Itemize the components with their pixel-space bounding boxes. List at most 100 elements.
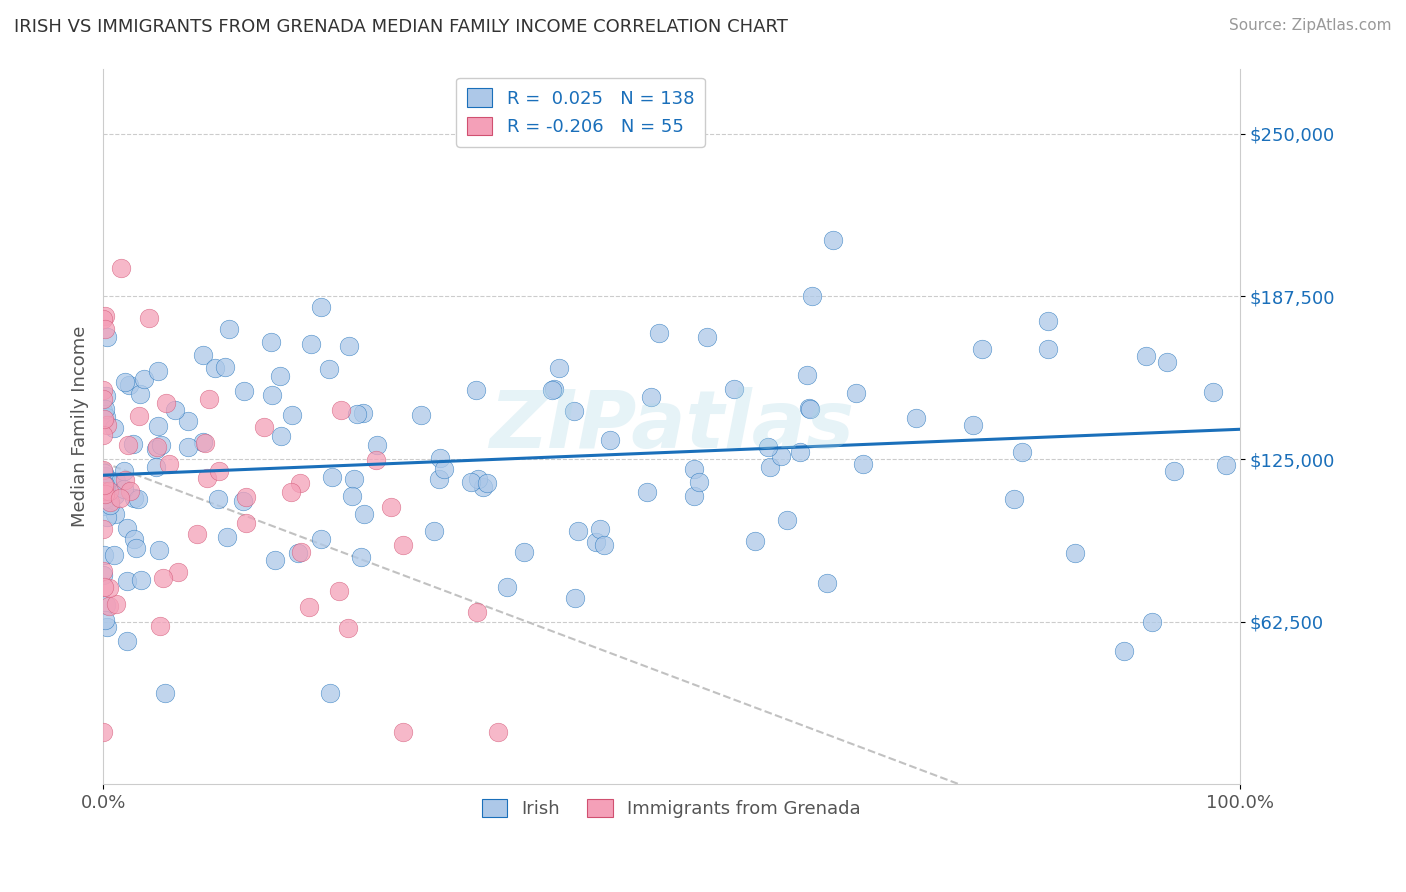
Point [460, 475, 482, 489]
Point [789, 445, 811, 459]
Point [288, 476, 311, 491]
Point [269, 369, 291, 384]
Point [91, 410, 114, 425]
Point [801, 289, 824, 303]
Point [759, 460, 782, 475]
Point [547, 361, 569, 376]
Point [1036, 342, 1059, 356]
Point [353, 507, 375, 521]
Point [112, 464, 135, 478]
Point [319, 686, 342, 700]
Point [93, 483, 115, 498]
Point [1063, 546, 1085, 560]
Point [321, 469, 343, 483]
Point [110, 261, 132, 276]
Point [96, 418, 118, 433]
Point [194, 436, 217, 450]
Point [148, 364, 170, 378]
Point [337, 339, 360, 353]
Point [91, 567, 114, 582]
Point [260, 335, 283, 350]
Point [1038, 314, 1060, 328]
Point [464, 383, 486, 397]
Point [150, 438, 173, 452]
Point [636, 485, 658, 500]
Point [96, 620, 118, 634]
Point [155, 396, 177, 410]
Text: Source: ZipAtlas.com: Source: ZipAtlas.com [1229, 18, 1392, 33]
Point [115, 521, 138, 535]
Point [1002, 491, 1025, 506]
Legend: Irish, Immigrants from Grenada: Irish, Immigrants from Grenada [475, 792, 868, 825]
Point [309, 301, 332, 315]
Point [204, 361, 226, 376]
Point [114, 376, 136, 390]
Point [744, 534, 766, 549]
Point [91, 404, 114, 418]
Point [91, 427, 114, 442]
Point [346, 407, 368, 421]
Point [112, 482, 135, 496]
Point [93, 580, 115, 594]
Point [366, 438, 388, 452]
Point [287, 545, 309, 559]
Point [91, 383, 114, 397]
Point [146, 418, 169, 433]
Point [91, 462, 114, 476]
Point [380, 500, 402, 515]
Point [564, 591, 586, 606]
Point [688, 475, 710, 490]
Point [177, 414, 200, 428]
Point [845, 386, 868, 401]
Point [157, 457, 180, 471]
Point [309, 532, 332, 546]
Point [96, 389, 118, 403]
Point [96, 409, 118, 424]
Point [127, 491, 149, 506]
Point [299, 337, 322, 351]
Point [337, 621, 360, 635]
Point [146, 441, 169, 455]
Point [290, 545, 312, 559]
Point [592, 538, 614, 552]
Point [145, 442, 167, 456]
Point [93, 466, 115, 480]
Point [104, 507, 127, 521]
Point [96, 509, 118, 524]
Point [105, 474, 128, 488]
Point [103, 421, 125, 435]
Point [97, 581, 120, 595]
Point [264, 553, 287, 567]
Point [364, 453, 387, 467]
Point [562, 403, 585, 417]
Point [115, 634, 138, 648]
Point [93, 478, 115, 492]
Point [756, 440, 779, 454]
Point [723, 382, 745, 396]
Point [191, 348, 214, 362]
Point [496, 580, 519, 594]
Point [93, 309, 115, 323]
Point [208, 464, 231, 478]
Point [280, 485, 302, 500]
Point [118, 377, 141, 392]
Point [96, 598, 118, 612]
Point [91, 564, 114, 578]
Point [486, 725, 509, 739]
Point [253, 420, 276, 434]
Point [352, 406, 374, 420]
Point [235, 516, 257, 530]
Point [429, 450, 451, 465]
Point [94, 401, 117, 416]
Point [91, 499, 114, 513]
Point [96, 330, 118, 344]
Point [298, 599, 321, 614]
Point [93, 478, 115, 492]
Point [114, 473, 136, 487]
Point [392, 538, 415, 552]
Point [852, 458, 875, 472]
Point [177, 441, 200, 455]
Point [94, 613, 117, 627]
Point [195, 471, 218, 485]
Point [962, 417, 984, 432]
